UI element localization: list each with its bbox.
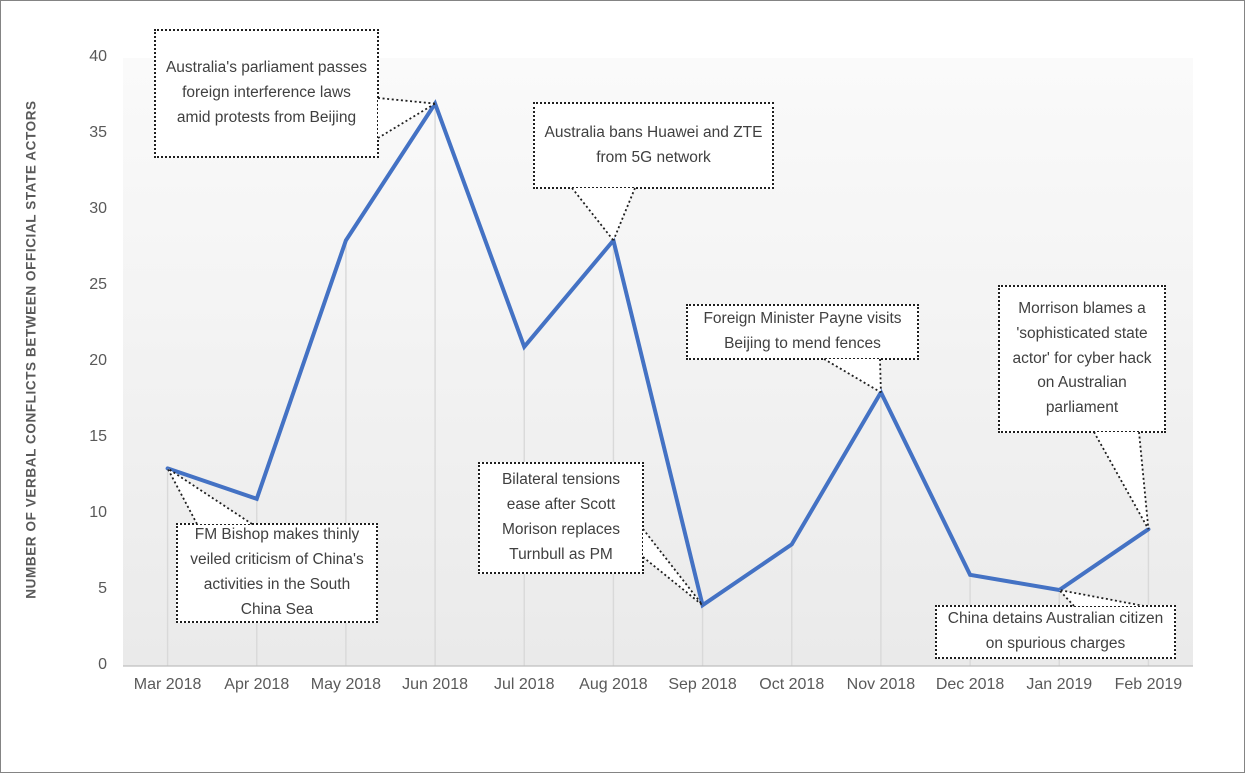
annotation-callout: Australia bans Huawei and ZTE from 5G ne…	[533, 102, 774, 189]
x-tick-label: May 2018	[310, 676, 382, 693]
data-series-line	[165, 99, 1151, 609]
x-tick-label: Nov 2018	[846, 676, 916, 693]
x-tick-label: Dec 2018	[935, 676, 1005, 693]
y-tick-label: 40	[89, 48, 107, 65]
y-tick-label: 25	[89, 276, 107, 293]
x-tick-label: Aug 2018	[579, 676, 648, 693]
annotation-callout: Foreign Minister Payne visits Beijing to…	[686, 304, 919, 360]
x-tick-label: Jun 2018	[402, 676, 468, 693]
annotation-callout: China detains Australian citizen on spur…	[935, 605, 1176, 659]
y-tick-label: 30	[89, 200, 107, 217]
x-tick-label: Jul 2018	[494, 676, 555, 693]
y-tick-label: 10	[89, 504, 107, 521]
annotation-callout: Morrison blames a 'sophisticated state a…	[998, 285, 1166, 433]
y-tick-label: 20	[89, 352, 107, 369]
annotation-callout: FM Bishop makes thinly veiled criticism …	[176, 523, 378, 623]
x-tick-label: Sep 2018	[668, 676, 737, 693]
annotation-callout: Australia's parliament passes foreign in…	[154, 29, 379, 158]
x-tick-label: Jan 2019	[1026, 676, 1093, 693]
annotation-callout: Bilateral tensions ease after Scott Mori…	[478, 462, 644, 574]
x-tick-label: Apr 2018	[224, 676, 290, 693]
x-tick-label: Mar 2018	[133, 676, 202, 693]
y-tick-label: 35	[89, 124, 107, 141]
x-tick-label: Feb 2019	[1114, 676, 1183, 693]
y-tick-label: 15	[89, 428, 107, 445]
y-tick-label: 5	[98, 580, 107, 597]
y-tick-label: 0	[98, 656, 107, 673]
x-tick-label: Oct 2018	[759, 676, 825, 693]
